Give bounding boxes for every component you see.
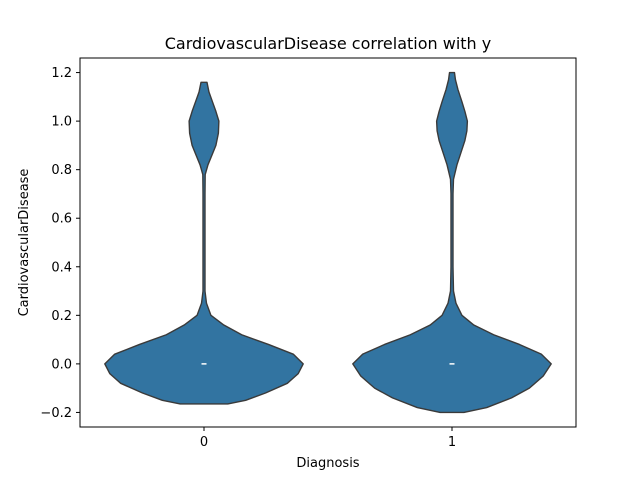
y-tick-label: 1.0 (51, 115, 72, 130)
y-tick-label: 0.0 (51, 357, 72, 372)
y-tick-label: 0.6 (51, 212, 72, 227)
y-tick-label: 1.2 (51, 66, 72, 81)
violins (104, 71, 552, 414)
x-tick-label: 1 (448, 435, 456, 450)
plot-frame (79, 57, 577, 428)
chart-title: CardiovascularDisease correlation with y (165, 34, 492, 53)
violin-0 (104, 81, 304, 405)
y-tick-label: 0.8 (51, 163, 72, 178)
y-tick-label: 0.4 (51, 260, 72, 275)
y-axis: −0.2 0.0 0.2 0.4 0.6 0.8 1.0 1.2 (40, 66, 80, 421)
y-axis-label: CardiovascularDisease (17, 169, 32, 317)
x-axis-label: Diagnosis (296, 456, 359, 471)
violin-1 (352, 71, 552, 414)
x-tick-label: 0 (200, 435, 208, 450)
y-tick-label: −0.2 (40, 406, 72, 421)
y-tick-label: 0.2 (51, 309, 72, 324)
